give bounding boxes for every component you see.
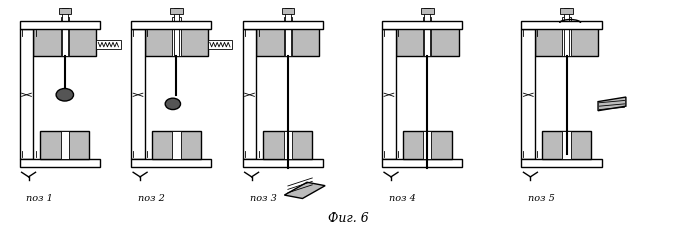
Text: поз 4: поз 4	[389, 193, 416, 202]
Bar	[62, 9, 68, 57]
Bar	[256, 23, 319, 57]
Text: поз 2: поз 2	[138, 193, 165, 202]
Bar	[521, 159, 602, 167]
Bar	[131, 22, 211, 30]
Bar	[61, 132, 69, 159]
Circle shape	[247, 32, 256, 36]
Circle shape	[24, 153, 33, 156]
Circle shape	[24, 32, 33, 36]
Bar	[423, 18, 431, 57]
Bar	[535, 23, 598, 57]
Circle shape	[386, 32, 396, 36]
Text: поз 5: поз 5	[528, 193, 556, 202]
Bar	[172, 132, 181, 159]
Bar	[424, 9, 430, 57]
Circle shape	[247, 153, 256, 156]
Ellipse shape	[56, 89, 73, 102]
Bar	[33, 23, 96, 57]
Bar	[263, 132, 312, 159]
Polygon shape	[598, 98, 626, 111]
Text: поз 1: поз 1	[26, 193, 54, 202]
Bar	[562, 132, 571, 159]
Text: поз 3: поз 3	[250, 193, 277, 202]
Circle shape	[526, 32, 535, 36]
Bar	[61, 18, 69, 57]
Bar	[284, 18, 292, 57]
Bar	[145, 23, 208, 57]
Bar	[521, 30, 535, 159]
Bar	[96, 41, 121, 50]
Bar	[284, 132, 292, 159]
Bar	[152, 132, 201, 159]
Bar	[382, 22, 462, 30]
Bar	[174, 9, 179, 57]
Ellipse shape	[165, 99, 181, 110]
Bar	[382, 159, 462, 167]
Bar	[170, 9, 183, 15]
Bar	[284, 183, 325, 199]
Bar	[285, 9, 291, 57]
Bar	[243, 22, 323, 30]
Bar	[243, 30, 256, 159]
Bar	[208, 41, 232, 50]
Bar	[131, 159, 211, 167]
Bar	[382, 30, 396, 159]
Bar	[521, 22, 602, 30]
Bar	[562, 18, 571, 57]
Circle shape	[135, 153, 145, 156]
Bar	[423, 132, 431, 159]
Bar	[243, 159, 323, 167]
Bar	[282, 9, 294, 15]
Bar	[564, 9, 569, 57]
Bar	[542, 132, 591, 159]
Bar	[403, 132, 452, 159]
Bar	[421, 9, 434, 15]
Text: Фиг. 6: Фиг. 6	[328, 211, 369, 225]
Bar	[20, 22, 100, 30]
Bar	[20, 159, 100, 167]
Bar	[59, 9, 71, 15]
Bar	[396, 23, 459, 57]
Bar	[560, 9, 573, 15]
Circle shape	[135, 32, 145, 36]
Bar	[131, 30, 145, 159]
Bar	[172, 18, 181, 57]
Bar	[40, 132, 89, 159]
Circle shape	[386, 153, 396, 156]
Bar	[20, 30, 33, 159]
Circle shape	[526, 153, 535, 156]
